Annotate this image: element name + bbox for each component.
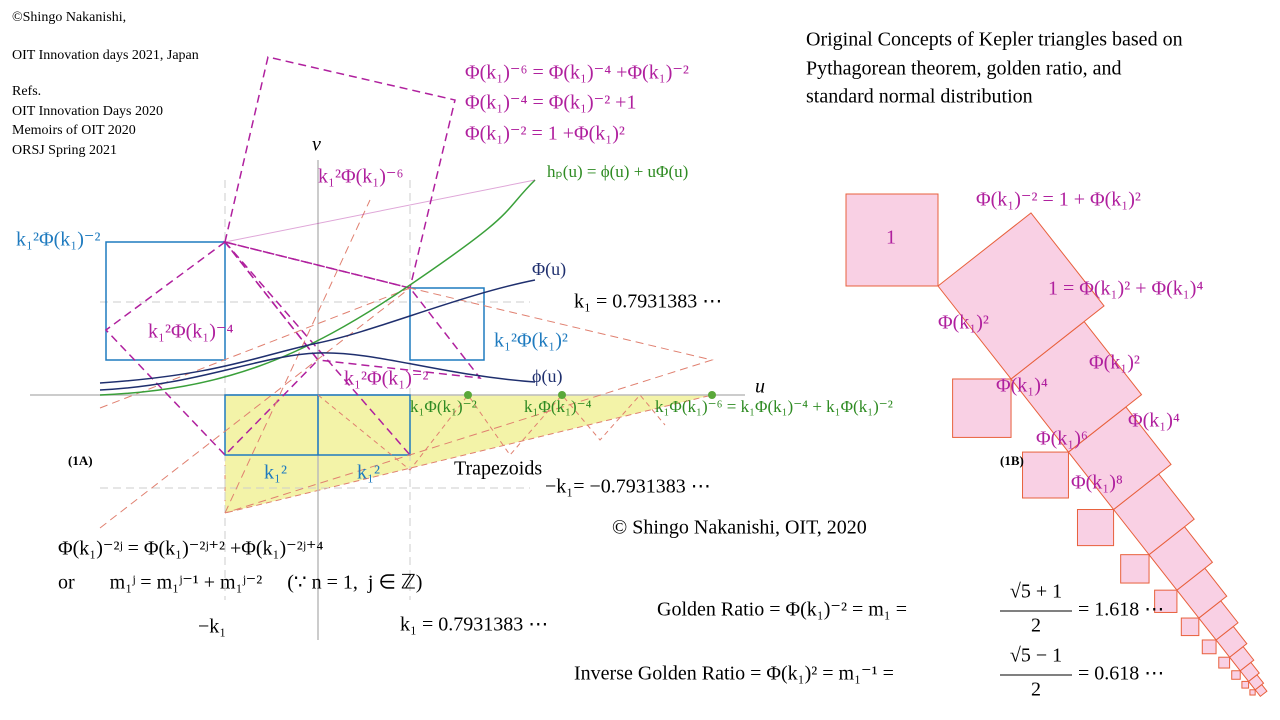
label: k₁²Φ(k₁)² [494, 330, 568, 352]
square [1022, 451, 1069, 499]
label: ϕ(u) [532, 366, 562, 387]
label: Φ(k₁)⁸ [1071, 472, 1123, 494]
inverse-golden-ratio: Inverse Golden Ratio = Φ(k₁)² = m₁⁻¹ = [574, 663, 894, 685]
label: k₁ = 0.7931383 ⋯ [400, 614, 548, 636]
figure-label: (1A) [68, 453, 93, 468]
label: k₁Φ(k₁)⁻⁶ = k₁Φ(k₁)⁻⁴ + k₁Φ(k₁)⁻² [655, 397, 893, 416]
credit: OIT Innovation days 2021, Japan [12, 48, 199, 63]
ref: Memoirs of OIT 2020 [12, 123, 136, 138]
label: k₁²Φ(k₁)⁻⁴ [148, 321, 233, 343]
equation: or m₁ʲ = m₁ʲ⁻¹ + m₁ʲ⁻² (∵ n = 1, j ∈ ℤ) [58, 572, 422, 594]
golden-ratio: = 1.618 ⋯ [1078, 599, 1164, 621]
label: k₁²Φ(k₁)⁻⁶ [318, 166, 403, 188]
equation: Φ(k₁)⁻²ʲ = Φ(k₁)⁻²ʲ⁺² +Φ(k₁)⁻²ʲ⁺⁴ [58, 538, 323, 560]
refs-title: Refs. [12, 84, 41, 99]
square [1231, 670, 1241, 680]
label: Φ(k₁)⁻² = 1 + Φ(k₁)² [976, 189, 1141, 211]
figure-1a-geometry [30, 56, 745, 640]
inverse-golden-ratio: = 0.618 ⋯ [1078, 663, 1164, 685]
title: Original Concepts of Kepler triangles ba… [806, 29, 1183, 51]
label: 1 = Φ(k₁)² + Φ(k₁)⁴ [1048, 278, 1203, 300]
square [937, 212, 1105, 380]
denominator: 2 [1031, 615, 1041, 637]
figure-label: (1B) [1000, 453, 1024, 468]
credit: ©Shingo Nakanishi, [12, 10, 126, 25]
square [1218, 656, 1231, 669]
label: −k₁= −0.7931383 ⋯ [545, 476, 711, 498]
label: Φ(k₁)⁶ [1036, 428, 1088, 450]
label: k₁²Φ(k₁)⁻² [344, 368, 428, 390]
label: hₚ(u) = ϕ(u) + uΦ(u) [547, 162, 688, 181]
label: Φ(k₁)² [938, 312, 989, 334]
label: Φ(k₁)⁴ [996, 375, 1048, 397]
golden-ratio: Golden Ratio = Φ(k₁)⁻² = m₁ = [657, 599, 907, 621]
label: 1 [886, 227, 896, 249]
label: Φ(k₁)² [1089, 352, 1140, 374]
ref: ORSJ Spring 2021 [12, 143, 117, 158]
label: Φ(u) [532, 259, 566, 280]
square [1180, 617, 1200, 637]
figure-1b-geometry [845, 193, 1268, 698]
numerator: √5 − 1 [1010, 645, 1062, 667]
label: −k₁ [198, 616, 226, 638]
label: k₁² [357, 462, 380, 484]
axis-label: u [755, 376, 765, 398]
title: standard normal distribution [806, 86, 1033, 108]
title: Pythagorean theorem, golden ratio, and [806, 58, 1121, 80]
label: k₁²Φ(k₁)⁻² [16, 229, 100, 251]
equation: Φ(k₁)⁻⁶ = Φ(k₁)⁻⁴ +Φ(k₁)⁻² [465, 62, 689, 84]
axis-label: v [312, 134, 321, 156]
square [1120, 554, 1150, 584]
square [1076, 509, 1115, 547]
label: k₁Φ(k₁)⁻² [410, 397, 477, 416]
ref: OIT Innovation Days 2020 [12, 104, 163, 119]
equation: Φ(k₁)⁻² = 1 +Φ(k₁)² [465, 123, 625, 145]
equation: Φ(k₁)⁻⁴ = Φ(k₁)⁻² +1 [465, 92, 636, 114]
label: k₁ = 0.7931383 ⋯ [574, 291, 722, 313]
label: Φ(k₁)⁴ [1128, 410, 1180, 432]
square [1241, 680, 1250, 689]
square [1201, 639, 1217, 655]
square [952, 378, 1012, 438]
square [1249, 689, 1256, 696]
copyright: © Shingo Nakanishi, OIT, 2020 [612, 517, 867, 539]
label: k₁Φ(k₁)⁻⁴ [524, 397, 592, 416]
label: Trapezoids [454, 458, 542, 480]
label: k₁² [264, 462, 287, 484]
numerator: √5 + 1 [1010, 581, 1062, 603]
square [1154, 589, 1178, 613]
denominator: 2 [1031, 679, 1041, 701]
